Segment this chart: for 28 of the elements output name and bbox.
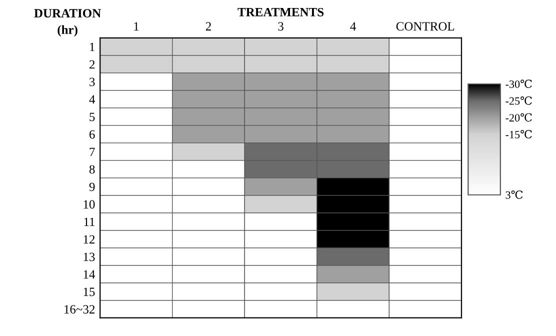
- color-bar-label: -30℃: [506, 80, 532, 88]
- color-bar-label: 3℃: [506, 190, 523, 199]
- color-bar-label: -20℃: [506, 113, 532, 122]
- x-tick-label: 4: [350, 22, 356, 30]
- y-tick-label: 1: [90, 42, 94, 52]
- y-tick-label: 6: [90, 130, 95, 139]
- color-bar-label: -15℃: [506, 130, 532, 138]
- x-tick-label: 1: [134, 22, 139, 30]
- y-tick-label: 3: [90, 78, 95, 86]
- y-tick-label: 11: [84, 218, 94, 226]
- y-tick-label: 5: [90, 112, 95, 122]
- y-tick-label: 10: [84, 200, 95, 209]
- x-tick-label: CONTROL: [396, 22, 454, 31]
- y-tick-label: 8: [89, 165, 95, 174]
- color-bar-label: -25℃: [506, 96, 532, 105]
- y-tick-label: 14: [84, 270, 96, 278]
- x-tick-label: 2: [206, 22, 211, 30]
- y-tick-label: 16~32: [64, 305, 95, 314]
- y-tick-label: 4: [89, 95, 96, 104]
- y-tick-label: 12: [84, 235, 95, 244]
- y-tick-label: 9: [89, 182, 95, 192]
- y-tick-label: 2: [90, 60, 95, 69]
- y-tick-label: 13: [84, 252, 95, 262]
- y-axis-title: DURATION (hr): [34, 9, 101, 37]
- x-tick-label: 3: [278, 22, 284, 31]
- y-tick-label: 7: [90, 148, 95, 156]
- x-axis-title: TREATMENTS: [238, 8, 324, 16]
- y-tick-label: 15: [84, 288, 95, 296]
